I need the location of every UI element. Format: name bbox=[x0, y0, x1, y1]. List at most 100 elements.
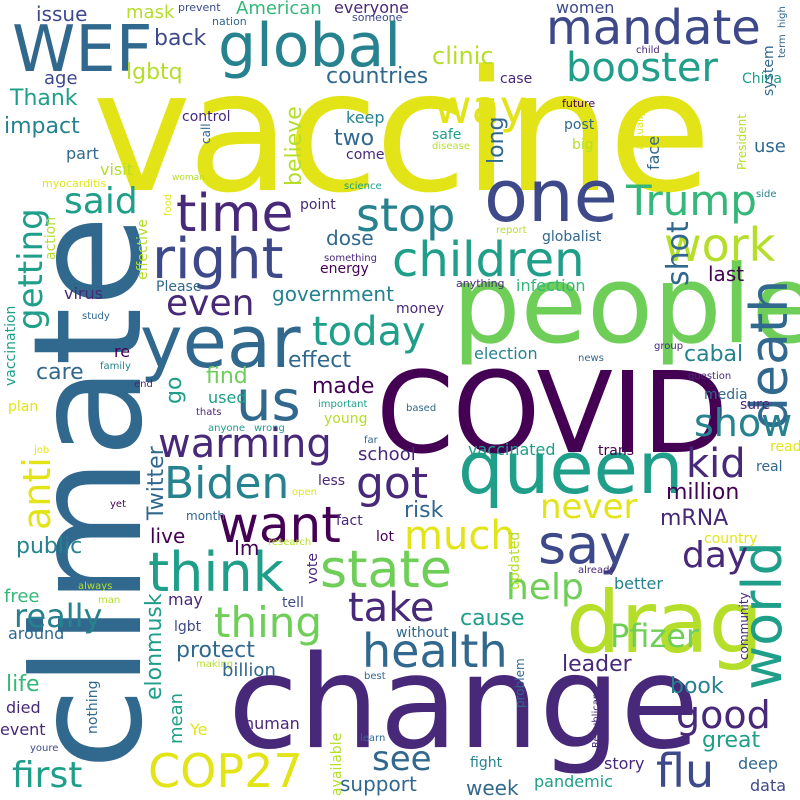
word-change: change bbox=[228, 629, 700, 778]
word-myocarditis: myocarditis bbox=[42, 177, 107, 190]
word-find: find bbox=[206, 364, 248, 389]
word-effective: effective bbox=[135, 219, 151, 280]
word-young: young bbox=[324, 411, 368, 427]
word-vaccination: vaccination bbox=[3, 305, 19, 386]
word-two: two bbox=[334, 126, 375, 151]
word-post: post bbox=[564, 117, 595, 133]
word-disease: disease bbox=[432, 141, 470, 152]
word-vote: vote bbox=[305, 553, 321, 584]
word-fight: fight bbox=[470, 755, 503, 771]
word-clinic: clinic bbox=[432, 42, 494, 70]
word-anything: anything bbox=[456, 277, 505, 290]
word-dose: dose bbox=[326, 226, 374, 250]
word-drag: drag bbox=[566, 573, 764, 673]
word-nation: nation bbox=[212, 15, 247, 28]
word-mean: mean bbox=[166, 692, 187, 744]
word-someone: someone bbox=[352, 11, 403, 24]
word-lot: lot bbox=[376, 529, 394, 545]
word-million: million bbox=[666, 480, 740, 505]
word-actually: actually bbox=[635, 110, 646, 151]
word-flu: flu bbox=[656, 744, 715, 798]
word-fact: fact bbox=[336, 513, 363, 529]
word-great: great bbox=[702, 728, 761, 753]
word-never: never bbox=[540, 487, 638, 527]
word-died: died bbox=[6, 698, 41, 717]
word-re: re bbox=[114, 342, 131, 361]
word-family: family bbox=[100, 361, 131, 372]
word-important: important bbox=[318, 399, 368, 410]
word-last: last bbox=[708, 262, 745, 286]
word-system: system bbox=[761, 45, 777, 96]
word-news: news bbox=[578, 353, 604, 364]
word-study: study bbox=[82, 311, 110, 322]
word-better: better bbox=[614, 574, 663, 593]
word-way: way bbox=[434, 80, 528, 134]
word-man: man bbox=[98, 595, 121, 606]
word-part: part bbox=[66, 144, 99, 163]
word-human: human bbox=[244, 714, 300, 733]
word-job: job bbox=[34, 445, 50, 456]
word-countries: countries bbox=[326, 64, 429, 89]
word-plan: plan bbox=[8, 399, 39, 415]
word-elonmusk: elonmusk bbox=[142, 593, 167, 700]
word-youre: youre bbox=[30, 743, 59, 754]
word-updated: updated bbox=[507, 531, 523, 590]
word-group: group bbox=[654, 341, 684, 352]
word-Im: Im bbox=[234, 536, 260, 560]
word-best: best bbox=[364, 671, 386, 682]
word-back: back bbox=[154, 26, 207, 51]
word-cause: cause bbox=[460, 606, 525, 631]
word-safe: safe bbox=[432, 127, 462, 143]
word-made: made bbox=[312, 374, 375, 399]
word-high: high bbox=[777, 6, 788, 28]
word-research: research bbox=[268, 537, 312, 548]
word-anti: anti bbox=[15, 457, 59, 530]
word-event: event bbox=[0, 720, 46, 739]
word-say: say bbox=[538, 513, 632, 576]
word-report: report bbox=[496, 225, 527, 236]
word-see: see bbox=[372, 739, 432, 779]
word-trans: trans bbox=[598, 443, 634, 459]
word-data: data bbox=[750, 776, 787, 795]
word-women: women bbox=[556, 0, 615, 17]
word-face: face bbox=[644, 135, 663, 170]
word-media: media bbox=[704, 387, 748, 403]
word-end: end bbox=[134, 379, 153, 390]
word-vaccinated: vaccinated bbox=[468, 440, 556, 459]
word-virus: virus bbox=[64, 284, 103, 303]
word-stop: stop bbox=[356, 188, 456, 242]
word-learn: learn bbox=[360, 733, 386, 744]
word-WEF: WEF bbox=[12, 13, 153, 87]
word-Thank: Thank bbox=[10, 86, 78, 111]
word-big: big bbox=[572, 137, 594, 153]
word-want: want bbox=[218, 496, 341, 554]
word-China: China bbox=[742, 71, 782, 87]
word-book: book bbox=[670, 674, 724, 699]
word-care: care bbox=[36, 360, 84, 385]
word-booster: booster bbox=[566, 45, 718, 91]
word-country: country bbox=[704, 531, 758, 547]
word-take: take bbox=[348, 585, 435, 631]
word-year: year bbox=[140, 300, 301, 384]
word-food: food bbox=[163, 193, 174, 216]
word-Republican: Republican bbox=[591, 692, 602, 748]
word-future: future bbox=[562, 97, 596, 110]
word-less: less bbox=[318, 473, 346, 489]
word-mask: mask bbox=[126, 2, 175, 23]
word-week: week bbox=[466, 776, 519, 800]
word-based: based bbox=[406, 403, 437, 414]
word-story: story bbox=[604, 754, 645, 773]
word-control: control bbox=[182, 109, 231, 125]
word-election: election bbox=[474, 344, 538, 363]
word-always: always bbox=[78, 581, 113, 592]
word-community: community bbox=[737, 592, 751, 660]
word-believe: believe bbox=[282, 106, 307, 186]
word-day: day bbox=[682, 535, 749, 576]
word-warming: warming bbox=[158, 421, 332, 467]
word-call: call bbox=[199, 123, 213, 144]
word-one: one bbox=[484, 154, 618, 238]
word-come: come bbox=[346, 147, 385, 163]
word-mRNA: mRNA bbox=[660, 506, 729, 531]
word-us: us bbox=[236, 369, 301, 434]
word-vaccine: vaccine bbox=[92, 34, 712, 230]
